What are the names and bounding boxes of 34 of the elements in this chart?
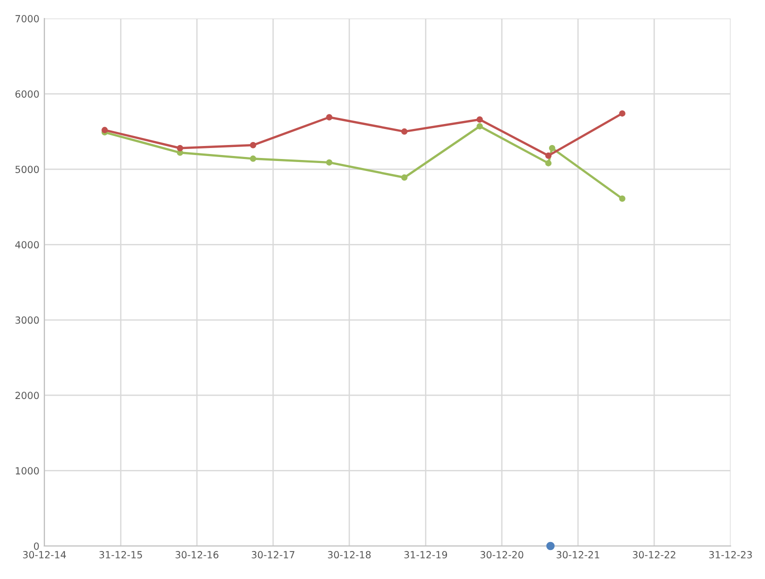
x-tick-label: 30-12-14 [23,551,66,558]
point [546,542,555,550]
point [549,145,556,152]
x-tick-label: 30-12-22 [632,551,676,558]
point [476,116,483,123]
point [250,142,256,148]
point [102,126,108,134]
x-tick-label: 31-12-23 [709,551,752,558]
point [250,156,256,162]
point [176,145,184,152]
y-tick-label: 6000 [15,90,39,98]
y-tick-label: 2000 [15,392,39,400]
y-tick-label: 0 [34,542,39,550]
x-tick-label: 30-12-17 [252,551,294,558]
x-tick-label: 31-12-15 [99,551,142,558]
y-tick-label: 7000 [16,15,39,22]
y-tick-label: 5000 [16,166,39,174]
y-tick-label: 3000 [16,316,39,324]
point [401,128,408,135]
y-tick-label: 4000 [15,241,39,248]
x-tick-label: 30-12-20 [480,551,524,558]
point [619,110,626,117]
point [545,152,552,159]
x-tick-label: 30-12-18 [328,551,371,558]
point [619,195,626,202]
y-tick-label: 1000 [16,467,39,474]
point [326,159,332,166]
point [401,174,408,181]
point [476,123,483,130]
x-tick-label: 31-12-19 [404,551,448,558]
x-tick-label: 30-12-21 [556,551,600,558]
point [326,114,332,120]
x-tick-label: 30-12-16 [176,551,218,558]
point [545,160,552,166]
